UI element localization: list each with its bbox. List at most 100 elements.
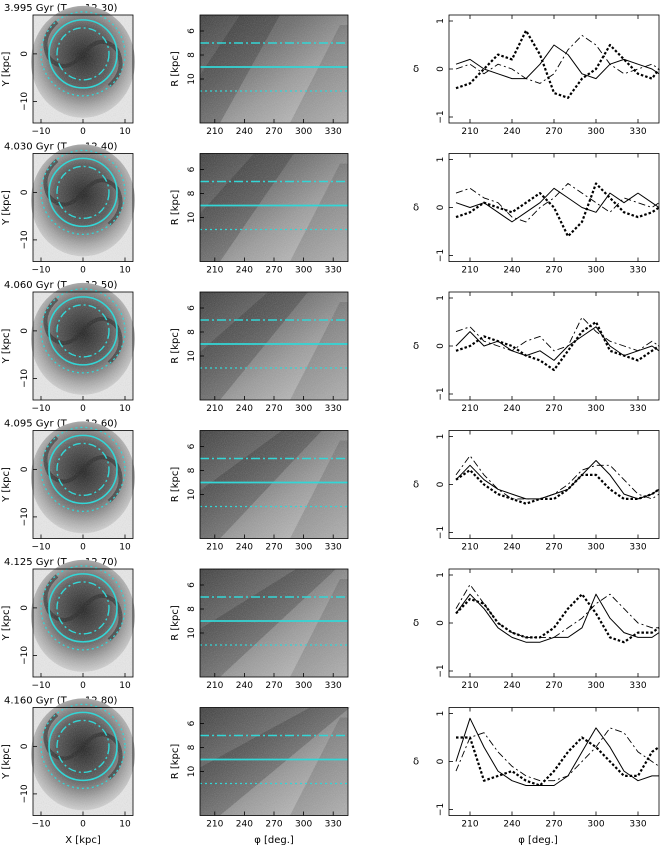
x-tick-label: 0 xyxy=(80,404,86,414)
x-tick-label: 330 xyxy=(325,543,342,553)
x-tick-label: 240 xyxy=(236,404,253,414)
ring-dashdot xyxy=(56,719,110,774)
ring-solid xyxy=(48,573,118,643)
x-tick-label: 210 xyxy=(461,820,478,830)
y-tick-label: 6 xyxy=(187,166,197,172)
delta-frame xyxy=(448,153,660,262)
mid-ylabel: R [kpc] xyxy=(170,51,181,87)
x-tick-label: 270 xyxy=(265,543,282,553)
disk-noise xyxy=(33,707,133,816)
delta-plot-panel: 210 240 270 300 330 1 0 −1 δ xyxy=(413,14,660,137)
x-tick-label: 330 xyxy=(629,127,646,137)
y-tick-label: 10 xyxy=(187,627,197,639)
right-ylabel: δ xyxy=(413,203,419,214)
y-tick-label: 1 xyxy=(436,18,446,24)
y-tick-label: 8 xyxy=(187,467,197,473)
y-tick-label: 10 xyxy=(187,489,197,501)
x-tick-label: 240 xyxy=(503,820,520,830)
delta-plot-panel: 210 240 270 300 330 1 0 −1 δ xyxy=(413,568,660,691)
y-tick-label: 10 xyxy=(187,350,197,362)
x-tick-label: −10 xyxy=(32,820,51,830)
x-tick-label: 240 xyxy=(503,266,520,276)
ring-dotted xyxy=(40,288,126,374)
polar-map-panel: 210 240 270 300 330 6 8 10 R [kpc] xyxy=(170,707,350,830)
map-noise xyxy=(200,707,348,816)
delta-frame xyxy=(448,568,660,678)
polar-map-panel: 210 240 270 300 330 6 8 10 R [kpc] xyxy=(170,14,349,137)
x-tick-label: 0 xyxy=(80,266,86,276)
x-tick-label: 210 xyxy=(461,681,478,691)
x-tick-label: 300 xyxy=(295,127,312,137)
ring-dashdot xyxy=(56,581,110,635)
polar-map-panel: 210 240 270 300 330 6 8 10 R [kpc] xyxy=(170,291,349,414)
x-tick-label: 210 xyxy=(206,266,223,276)
disk-panel: −10 0 10 0 −10 Y [kpc] xyxy=(1,282,135,414)
x-tick-label: 270 xyxy=(265,266,282,276)
y-tick-label: 1 xyxy=(436,434,446,440)
y-tick-label: 0 xyxy=(436,620,446,626)
x-tick-label: 240 xyxy=(236,820,253,830)
x-tick-label: 270 xyxy=(545,266,562,276)
y-tick-label: 1 xyxy=(436,295,446,301)
y-tick-label: 0 xyxy=(20,328,30,334)
x-tick-label: 0 xyxy=(80,681,86,691)
x-tick-label: 210 xyxy=(206,820,223,830)
x-tick-label: 210 xyxy=(461,127,478,137)
x-tick-label: 330 xyxy=(325,266,342,276)
ring-solid xyxy=(48,157,118,228)
x-tick-label: 240 xyxy=(503,681,520,691)
x-tick-label: 210 xyxy=(461,543,478,553)
ring-solid xyxy=(48,19,118,89)
x-tick-label: 270 xyxy=(545,681,562,691)
y-tick-label: −1 xyxy=(436,803,446,816)
x-tick-label: 300 xyxy=(295,820,312,830)
delta-line-solid xyxy=(455,593,660,643)
y-tick-label: −10 xyxy=(20,92,30,111)
delta-frame xyxy=(448,430,660,539)
x-tick-label: 330 xyxy=(325,820,342,830)
y-tick-label: 1 xyxy=(436,711,446,717)
y-tick-label: 0 xyxy=(436,758,446,764)
x-tick-label: 330 xyxy=(325,127,342,137)
y-tick-label: 0 xyxy=(436,66,446,72)
disk-panel: −10 0 10 0 −10 Y [kpc] xyxy=(1,144,135,276)
y-tick-label: 6 xyxy=(187,443,197,449)
y-tick-label: 8 xyxy=(187,52,197,58)
ring-solid xyxy=(48,296,118,366)
x-tick-label: 330 xyxy=(629,404,646,414)
y-tick-label: 0 xyxy=(20,743,30,749)
delta-line-dotted xyxy=(455,29,660,99)
y-tick-label: 1 xyxy=(436,157,446,163)
delta-line-dashdot xyxy=(455,34,660,84)
y-tick-label: −10 xyxy=(20,230,30,249)
delta-plot-panel: 210 240 270 300 330 1 0 −1 δ xyxy=(413,430,660,553)
x-tick-label: 300 xyxy=(587,127,604,137)
x-tick-label: −10 xyxy=(32,543,51,553)
delta-line-solid xyxy=(455,187,660,223)
x-tick-label: 210 xyxy=(206,543,223,553)
delta-plot-panel: 210 240 270 300 330 1 0 −1 δ xyxy=(413,707,660,830)
y-tick-label: 10 xyxy=(187,766,197,778)
delta-line-solid xyxy=(455,717,659,786)
x-tick-label: 330 xyxy=(629,543,646,553)
y-tick-label: 0 xyxy=(20,466,30,472)
disk-noise xyxy=(33,430,133,539)
x-tick-label: 330 xyxy=(325,404,342,414)
right-ylabel: δ xyxy=(413,64,419,75)
x-tick-label: 10 xyxy=(119,681,131,691)
x-tick-label: 210 xyxy=(206,127,223,137)
y-tick-label: 1 xyxy=(436,572,446,578)
delta-line-dashdot xyxy=(455,455,660,500)
ring-dashdot xyxy=(56,27,110,81)
left-ylabel: Y [kpc] xyxy=(1,52,12,88)
y-tick-label: 10 xyxy=(187,73,197,85)
disk-panel: −10 0 10 0 −10 Y [kpc] xyxy=(1,5,135,137)
y-tick-label: 6 xyxy=(187,28,197,34)
